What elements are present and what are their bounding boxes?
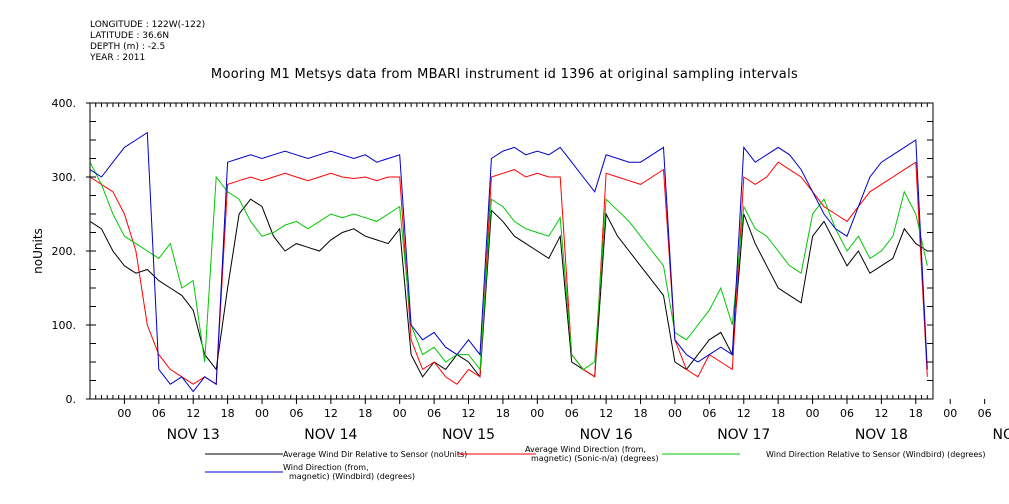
x-tick-label: 12 [599, 407, 613, 420]
x-tick-label: 18 [358, 407, 372, 420]
x-tick-label: 00 [117, 407, 131, 420]
x-tick-label: 18 [634, 407, 648, 420]
x-day-label: NOV 16 [580, 427, 633, 443]
x-tick-label: 06 [152, 407, 166, 420]
legend-label-3: Wind Direction Relative to Sensor (Windb… [766, 450, 986, 459]
x-tick-label: 18 [771, 407, 785, 420]
x-tick-label: 12 [737, 407, 751, 420]
axis-layer: 00 06 12 18 00 06 12 18 00 06 12 18 00 06 12 18 00 06 12 18… [52, 97, 1009, 443]
metadata-block: LONGITUDE : 122W(-122) LATITUDE : 36.6N … [90, 20, 205, 64]
x-tick-label: 12 [461, 407, 475, 420]
x-day-label: NOV 13 [167, 427, 220, 443]
x-tick-label: 00 [255, 407, 269, 420]
y-tick-label: 100. [52, 319, 77, 332]
x-tick-label: 06 [702, 407, 716, 420]
latitude-text: LATITUDE : 36.6N [90, 31, 170, 41]
x-tick-label: 00 [668, 407, 682, 420]
y-tick-label: 400. [52, 97, 77, 110]
x-tick-label: 12 [874, 407, 888, 420]
x-tick-label: 06 [840, 407, 854, 420]
legend-label-4: Wind Direction (from, magnetic) (Windbird… [283, 463, 415, 481]
x-day-label: NOV 19 [992, 427, 1009, 443]
x-day-label: NOV 14 [304, 427, 357, 443]
legend-label-1: Average Wind Dir Relative to Sensor (noU… [283, 450, 467, 459]
year-text: YEAR : 2011 [90, 53, 146, 63]
x-day-label: NOV 15 [442, 427, 495, 443]
x-tick-label: 18 [909, 407, 923, 420]
x-day-label: NOV 17 [717, 427, 770, 443]
x-tick-label: 12 [324, 407, 338, 420]
depth-text: DEPTH (m) : -2.5 [90, 42, 166, 52]
longitude-text: LONGITUDE : 122W(-122) [90, 20, 206, 30]
x-tick-label: 06 [427, 407, 441, 420]
plot-frame [89, 102, 934, 400]
x-day-label: NOV 18 [855, 427, 908, 443]
y-tick-label: 0. [66, 393, 77, 406]
series-line-2 [89, 161, 928, 386]
series-layer [89, 131, 928, 393]
y-tick-label: 200. [52, 245, 77, 258]
x-tick-label: 00 [393, 407, 407, 420]
x-tick-label: 00 [943, 407, 957, 420]
y-axis-label: noUnits [31, 228, 45, 274]
y-tick-label: 300. [52, 171, 77, 184]
series-line-1 [89, 198, 928, 379]
x-tick-label: 00 [530, 407, 544, 420]
x-tick-label: 00 [806, 407, 820, 420]
x-tick-label: 12 [186, 407, 200, 420]
series-line-3 [89, 161, 928, 371]
chart-title: Mooring M1 Metsys data from MBARI instru… [210, 67, 799, 82]
x-tick-label: 06 [289, 407, 303, 420]
series-line-4 [89, 131, 928, 393]
x-tick-label: 06 [565, 407, 579, 420]
legend: Average Wind Dir Relative to Sensor (noU… [205, 445, 986, 481]
x-tick-label: 18 [496, 407, 510, 420]
x-tick-label: 06 [978, 407, 992, 420]
legend-label-2: Average Wind Direction (from, magnetic) (… [525, 445, 659, 463]
x-tick-label: 18 [221, 407, 235, 420]
